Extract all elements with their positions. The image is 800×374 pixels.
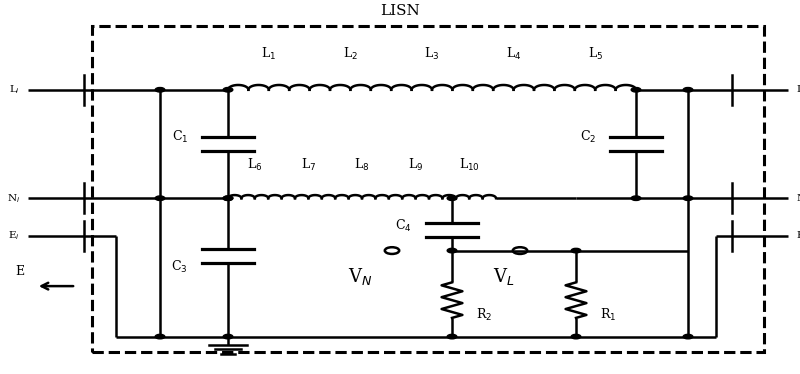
- Text: V$_N$: V$_N$: [348, 266, 372, 287]
- Text: R$_1$: R$_1$: [600, 307, 616, 323]
- Circle shape: [571, 248, 581, 253]
- Text: L$_o$: L$_o$: [796, 83, 800, 96]
- Circle shape: [223, 196, 233, 200]
- Circle shape: [385, 247, 399, 254]
- Circle shape: [223, 334, 233, 339]
- Text: L$_4$: L$_4$: [506, 46, 522, 62]
- Text: L$_7$: L$_7$: [301, 156, 316, 173]
- Text: E$_o$: E$_o$: [796, 229, 800, 242]
- Text: E$_i$: E$_i$: [8, 229, 20, 242]
- Text: N$_i$: N$_i$: [7, 192, 20, 205]
- Circle shape: [513, 247, 527, 254]
- Circle shape: [683, 88, 693, 92]
- Circle shape: [155, 334, 165, 339]
- Circle shape: [223, 196, 233, 200]
- Bar: [92, 26, 764, 352]
- Circle shape: [447, 334, 457, 339]
- Circle shape: [447, 248, 457, 253]
- Circle shape: [571, 334, 581, 339]
- Circle shape: [447, 196, 457, 200]
- Text: C$_1$: C$_1$: [171, 128, 188, 145]
- Text: C$_4$: C$_4$: [395, 218, 412, 234]
- Circle shape: [683, 334, 693, 339]
- Text: C$_2$: C$_2$: [580, 128, 596, 145]
- Text: L$_5$: L$_5$: [587, 46, 603, 62]
- Text: L$_i$: L$_i$: [9, 83, 20, 96]
- Circle shape: [631, 88, 641, 92]
- Circle shape: [155, 196, 165, 200]
- Text: L$_6$: L$_6$: [247, 156, 262, 173]
- Text: L$_3$: L$_3$: [424, 46, 440, 62]
- Text: R$_2$: R$_2$: [476, 307, 492, 323]
- Text: V$_L$: V$_L$: [493, 266, 515, 287]
- Text: L$_{10}$: L$_{10}$: [458, 156, 480, 173]
- Circle shape: [223, 88, 233, 92]
- Text: N$_o$: N$_o$: [796, 192, 800, 205]
- Text: C$_3$: C$_3$: [171, 259, 188, 276]
- Text: L$_9$: L$_9$: [408, 156, 423, 173]
- Text: E: E: [15, 265, 24, 278]
- Circle shape: [155, 88, 165, 92]
- Text: L$_2$: L$_2$: [343, 46, 358, 62]
- Circle shape: [683, 196, 693, 200]
- Text: L$_8$: L$_8$: [354, 156, 370, 173]
- Text: LISN: LISN: [380, 4, 420, 18]
- Circle shape: [631, 196, 641, 200]
- Text: L$_1$: L$_1$: [262, 46, 276, 62]
